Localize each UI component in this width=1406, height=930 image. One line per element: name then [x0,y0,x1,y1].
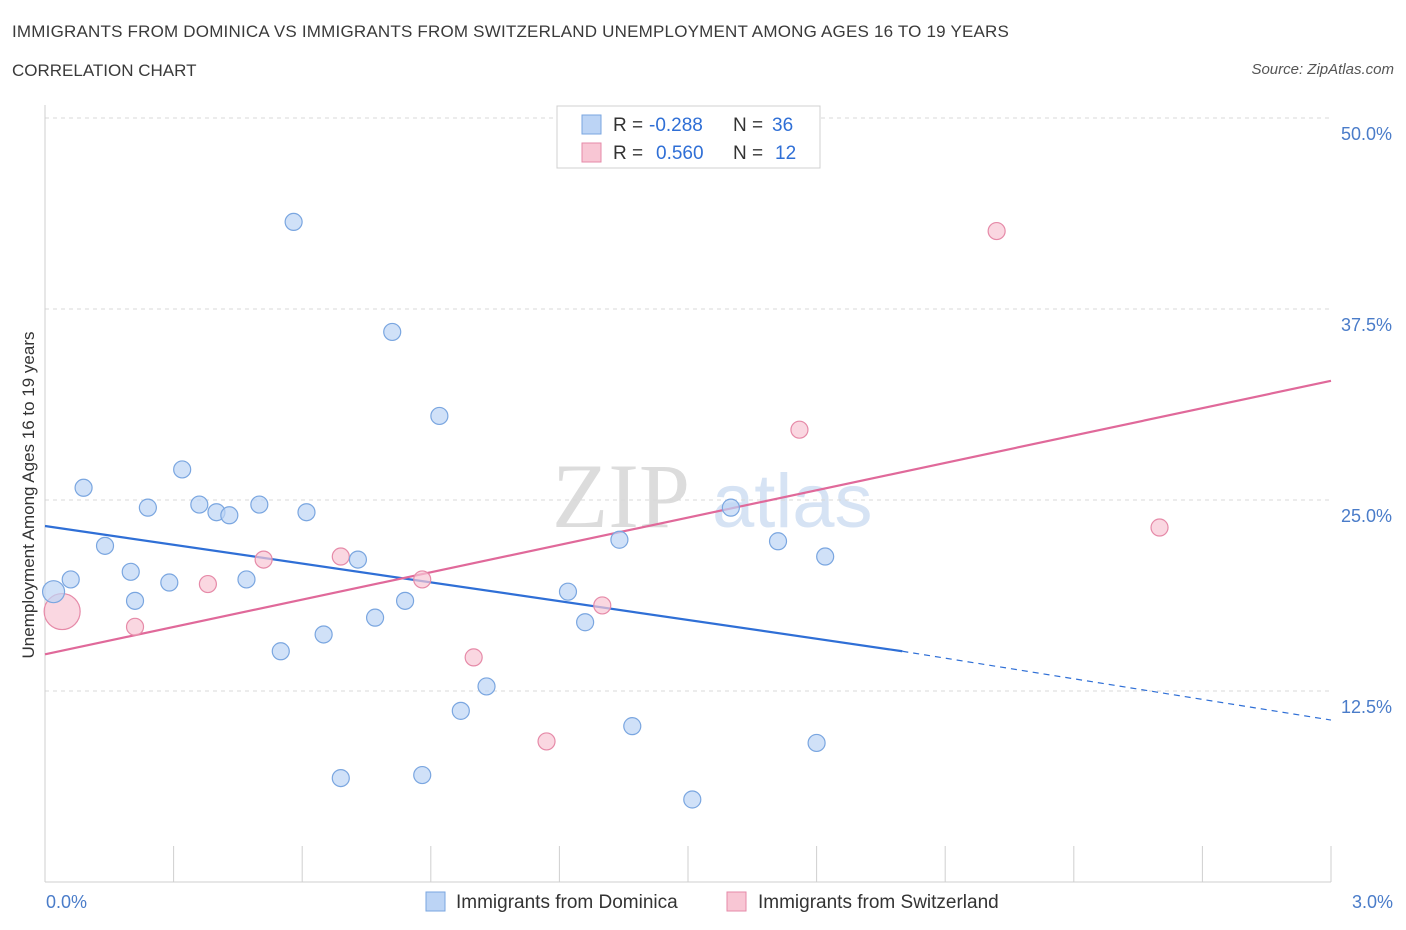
points-layer [41,212,1169,809]
legend-n-value-1: 36 [772,115,793,136]
point-dominica [220,506,239,525]
chart-title: IMMIGRANTS FROM DOMINICA VS IMMIGRANTS F… [12,22,1010,41]
point-switzerland [198,574,217,594]
point-dominica [721,498,740,517]
point-dominica [430,406,449,426]
point-dominica [138,498,157,517]
bottom-legend-swatch-switzerland [726,891,747,912]
legend-n-value-2: 12 [775,143,796,164]
point-dominica [768,532,788,551]
point-switzerland [331,547,350,566]
point-dominica [477,677,496,696]
legend-swatch-switzerland [581,142,602,163]
point-dominica [297,503,316,522]
point-switzerland [537,732,556,751]
trend-line-dominica-extrapolated [902,650,1332,721]
point-dominica [125,591,145,610]
point-dominica [576,613,595,632]
point-dominica [237,570,256,589]
watermark-atlas: atlas [712,459,873,544]
point-switzerland [790,420,809,439]
point-switzerland [593,596,612,615]
legend-swatch-dominica [581,114,602,135]
legend-n-label-1: N = [733,115,763,136]
trend-line-dominica [44,524,903,653]
point-dominica [271,642,290,661]
trend-layer [44,379,1332,721]
point-dominica [365,608,385,627]
legend-n-label-2: N = [733,143,763,164]
point-dominica [413,765,432,785]
y-axis-label: Unemployment Among Ages 16 to 19 years [19,332,38,659]
x-tick-label: 3.0% [1352,892,1393,912]
point-dominica [160,573,179,592]
point-switzerland [1150,518,1169,537]
point-switzerland [125,617,145,636]
legend-r-label-1: R = [613,115,643,136]
y-tick-label: 25.0% [1341,506,1392,526]
point-dominica [74,478,93,497]
point-switzerland [254,550,273,569]
point-dominica [610,530,629,549]
ylabel-layer: Unemployment Among Ages 16 to 19 years [19,332,38,659]
bottom-legend-label-switzerland: Immigrants from Switzerland [758,892,999,913]
point-dominica [816,547,835,566]
point-dominica [331,768,350,788]
watermark-zip: ZIP [552,445,690,547]
chart-subtitle: CORRELATION CHART [12,61,197,80]
y-tick-label: 12.5% [1341,697,1392,717]
point-dominica [623,717,642,736]
legend-r-value-1: -0.288 [649,115,703,136]
point-dominica [121,562,140,581]
point-dominica [807,733,826,753]
point-dominica [173,460,192,479]
point-dominica [451,701,470,720]
point-switzerland [987,221,1006,241]
point-dominica [683,790,702,809]
series-legend: Immigrants from Dominica Immigrants from… [425,891,999,913]
trend-line-switzerland [44,379,1332,656]
point-dominica [41,580,66,604]
bottom-legend-label-dominica: Immigrants from Dominica [456,892,678,913]
legend-r-label-2: R = [613,143,643,164]
legend-r-value-2: 0.560 [656,143,704,164]
point-dominica [95,536,115,555]
point-switzerland [413,570,432,589]
point-switzerland [464,648,483,667]
y-tick-label: 37.5% [1341,315,1392,335]
point-dominica [348,550,368,569]
point-dominica [190,495,209,514]
point-dominica [383,322,402,342]
y-tick-label: 50.0% [1341,124,1392,144]
axis-layer: 12.5% 25.0% 37.5% 50.0% 0.0% 3.0% [44,105,1393,912]
x-tick-label: 0.0% [46,892,87,912]
point-dominica [284,212,303,232]
source-label: Source: ZipAtlas.com [1251,61,1394,78]
point-dominica [314,625,333,644]
stats-legend: R = -0.288 N = 36 R = 0.560 N = 12 [556,105,821,169]
point-dominica [250,495,269,514]
point-dominica [558,582,578,601]
point-dominica [61,570,80,589]
bottom-legend-swatch-dominica [425,891,446,912]
point-dominica [395,591,415,610]
grid-layer [45,117,1331,692]
